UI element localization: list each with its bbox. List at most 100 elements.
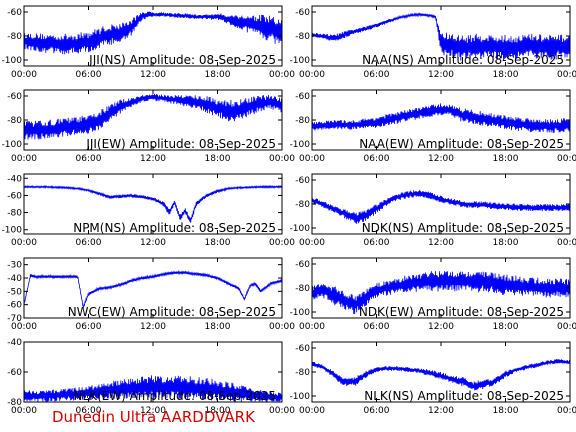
y-tick-label: -40 bbox=[7, 338, 22, 348]
x-tick-label: 00:00 bbox=[11, 238, 37, 248]
y-tick-label: -100 bbox=[2, 140, 23, 150]
amplitude-panel: -100 -80 -60 00:00 06:00 12:00 18:00 00:00 JJI(N… bbox=[2, 5, 295, 80]
x-tick-label: 00:00 bbox=[269, 406, 295, 416]
x-tick-label: 00:00 bbox=[557, 70, 576, 80]
y-tick-label: -60 bbox=[295, 92, 310, 102]
x-tick-label: 06:00 bbox=[364, 322, 390, 332]
x-tick-label: 00:00 bbox=[557, 406, 576, 416]
panel-title: NAA(NS) Amplitude: 08-Sep-2025 bbox=[362, 53, 564, 67]
x-tick-label: 18:00 bbox=[205, 238, 231, 248]
y-tick-label: -80 bbox=[295, 284, 310, 294]
amplitude-panel: -70 -60 -50 -40 -30 00:00 06:00 12:00 18:00 00:00… bbox=[7, 257, 295, 332]
x-tick-label: 18:00 bbox=[493, 322, 519, 332]
panel-title: NDK(NS) Amplitude: 08-Sep-2025 bbox=[362, 221, 564, 235]
panel-title: NWC(EW) Amplitude: 08-Sep-2025 bbox=[68, 305, 276, 319]
amplitude-trace bbox=[312, 12, 570, 61]
y-tick-label: -70 bbox=[7, 314, 22, 324]
amplitude-panel: -100 -80 -60 00:00 06:00 12:00 18:00 00:00 JJI(E… bbox=[2, 89, 295, 164]
x-tick-label: 06:00 bbox=[364, 154, 390, 164]
x-tick-label: 18:00 bbox=[493, 70, 519, 80]
y-tick-label: -60 bbox=[295, 260, 310, 270]
amplitude-panel: -100 -80 -60 00:00 06:00 12:00 18:00 00:00 NDK(E… bbox=[290, 257, 576, 332]
x-tick-label: 18:00 bbox=[205, 406, 231, 416]
x-tick-label: 18:00 bbox=[493, 238, 519, 248]
x-tick-label: 00:00 bbox=[299, 322, 325, 332]
y-tick-label: -80 bbox=[295, 32, 310, 42]
y-tick-label: -50 bbox=[7, 287, 22, 297]
amplitude-panel: -100 -80 -60 -40 00:00 06:00 12:00 18:00 00:00 NP… bbox=[2, 173, 295, 248]
panel-title: JJI(NS) Amplitude: 08-Sep-2025 bbox=[88, 53, 276, 67]
x-tick-label: 06:00 bbox=[76, 154, 102, 164]
amplitude-trace bbox=[24, 184, 282, 223]
y-tick-label: -100 bbox=[290, 308, 311, 318]
amplitude-panel: -100 -80 -60 00:00 06:00 12:00 18:00 00:00 NDK(N… bbox=[290, 173, 576, 248]
x-tick-label: 12:00 bbox=[428, 406, 454, 416]
amplitude-panel: -100 -80 -60 00:00 06:00 12:00 18:00 00:00 NLK(N… bbox=[290, 341, 576, 416]
y-tick-label: -100 bbox=[2, 226, 23, 236]
x-tick-label: 18:00 bbox=[205, 70, 231, 80]
panel-title: NAA(EW) Amplitude: 08-Sep-2025 bbox=[359, 137, 564, 151]
x-tick-label: 06:00 bbox=[76, 70, 102, 80]
x-tick-label: 06:00 bbox=[76, 322, 102, 332]
y-tick-label: -60 bbox=[7, 8, 22, 18]
y-tick-label: -80 bbox=[295, 368, 310, 378]
x-tick-label: 12:00 bbox=[140, 322, 166, 332]
y-tick-label: -60 bbox=[7, 191, 22, 201]
x-tick-label: 06:00 bbox=[76, 238, 102, 248]
x-tick-label: 18:00 bbox=[205, 322, 231, 332]
y-tick-label: -60 bbox=[295, 344, 310, 354]
amplitude-trace bbox=[312, 359, 570, 391]
amplitude-trace bbox=[24, 11, 282, 55]
x-tick-label: 18:00 bbox=[205, 154, 231, 164]
footer-credit: Dunedin Ultra AARDDVARK bbox=[52, 408, 255, 426]
x-tick-label: 00:00 bbox=[299, 154, 325, 164]
y-tick-label: -80 bbox=[7, 32, 22, 42]
y-tick-label: -80 bbox=[295, 116, 310, 126]
x-tick-label: 00:00 bbox=[11, 70, 37, 80]
x-tick-label: 00:00 bbox=[557, 238, 576, 248]
y-tick-label: -100 bbox=[290, 224, 311, 234]
x-tick-label: 00:00 bbox=[269, 70, 295, 80]
x-tick-label: 00:00 bbox=[557, 322, 576, 332]
amplitude-trace bbox=[24, 93, 282, 140]
panel-title: NLK(NS) Amplitude: 08-Sep-2025 bbox=[364, 389, 564, 403]
x-tick-label: 12:00 bbox=[428, 154, 454, 164]
amplitude-panel: -100 -80 -60 00:00 06:00 12:00 18:00 00:00 NAA(E… bbox=[290, 89, 576, 164]
x-tick-label: 00:00 bbox=[269, 322, 295, 332]
y-tick-label: -60 bbox=[295, 176, 310, 186]
x-tick-label: 00:00 bbox=[269, 238, 295, 248]
x-tick-label: 00:00 bbox=[11, 322, 37, 332]
amplitude-trace bbox=[312, 189, 570, 224]
x-tick-label: 06:00 bbox=[364, 406, 390, 416]
y-tick-label: -100 bbox=[2, 56, 23, 66]
amplitude-trace bbox=[312, 271, 570, 315]
x-tick-label: 12:00 bbox=[428, 70, 454, 80]
panel-title: NLK(EW) Amplitude: 08-Sep-2025 bbox=[73, 389, 276, 403]
x-tick-label: 12:00 bbox=[140, 238, 166, 248]
y-tick-label: -100 bbox=[290, 56, 311, 66]
x-tick-label: 00:00 bbox=[299, 70, 325, 80]
x-tick-label: 12:00 bbox=[428, 238, 454, 248]
panel-title: JJI(EW) Amplitude: 08-Sep-2025 bbox=[85, 137, 276, 151]
x-tick-label: 12:00 bbox=[140, 154, 166, 164]
y-tick-label: -60 bbox=[7, 92, 22, 102]
y-tick-label: -30 bbox=[7, 261, 22, 271]
panel-title: NPM(NS) Amplitude: 08-Sep-2025 bbox=[73, 221, 276, 235]
y-tick-label: -80 bbox=[295, 200, 310, 210]
y-tick-label: -60 bbox=[7, 368, 22, 378]
panel-title: NDK(EW) Amplitude: 08-Sep-2025 bbox=[359, 305, 564, 319]
amplitude-trace bbox=[24, 269, 282, 309]
amplitude-trace bbox=[312, 103, 570, 133]
x-tick-label: 00:00 bbox=[269, 154, 295, 164]
x-tick-label: 00:00 bbox=[557, 154, 576, 164]
x-tick-label: 18:00 bbox=[493, 154, 519, 164]
y-tick-label: -40 bbox=[7, 174, 22, 184]
y-tick-label: -60 bbox=[7, 301, 22, 311]
y-tick-label: -100 bbox=[290, 392, 311, 402]
x-tick-label: 12:00 bbox=[140, 70, 166, 80]
x-tick-label: 06:00 bbox=[364, 238, 390, 248]
amplitude-panel: -80 -60 -40 00:00 06:00 12:00 18:00 00:00 NLK(EW… bbox=[7, 338, 295, 416]
x-tick-label: 00:00 bbox=[299, 238, 325, 248]
y-tick-label: -80 bbox=[7, 398, 22, 408]
x-tick-label: 12:00 bbox=[140, 406, 166, 416]
